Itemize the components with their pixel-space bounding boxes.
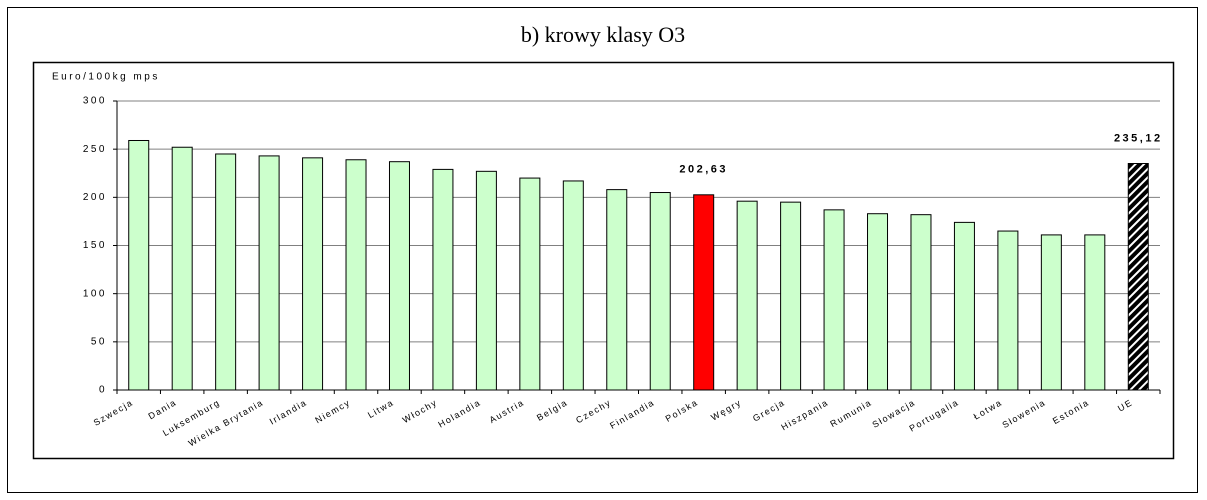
bar: [910, 214, 932, 391]
y-tick-label: 0: [99, 385, 107, 396]
y-tick-label: 200: [83, 192, 107, 203]
bar: [432, 168, 454, 391]
bar: [519, 177, 541, 391]
bar: [736, 200, 758, 391]
x-tick-label: Szwecja: [92, 397, 135, 428]
x-tick-label: Hiszpania: [779, 397, 830, 432]
x-tick-label: Wielka Brytania: [187, 397, 266, 448]
bar: [388, 161, 410, 391]
bar: [867, 213, 889, 391]
x-tick-label: Litwa: [366, 397, 396, 420]
bar: [562, 180, 584, 391]
bar: [302, 157, 324, 391]
bar: [215, 153, 237, 391]
chart-frame: [32, 61, 1175, 460]
x-tick-label: Portugalia: [908, 397, 961, 433]
x-tick-label: Czechy: [574, 397, 613, 425]
bar: [780, 201, 802, 391]
x-tick-label: Słowenia: [1001, 397, 1048, 430]
bar: [953, 221, 975, 391]
x-tick-label: Austria: [488, 397, 526, 425]
bar: [649, 192, 671, 391]
y-tick-label: 250: [83, 144, 107, 155]
x-tick-label: UE: [1116, 397, 1134, 413]
value-label: 235,12: [1114, 132, 1163, 144]
x-tick-label: Polska: [664, 397, 700, 424]
bar: [1127, 163, 1149, 391]
x-tick-label: Węgry: [709, 397, 743, 422]
y-tick-label: 300: [83, 96, 107, 107]
x-tick-label: Irlandia: [268, 397, 309, 426]
bar: [693, 194, 715, 391]
y-tick-label: 50: [91, 336, 107, 347]
bar: [606, 189, 628, 391]
bar: [823, 209, 845, 391]
x-tick-label: Holandia: [436, 397, 482, 429]
x-tick-label: Dania: [147, 397, 179, 421]
y-axis-label: Euro/100kg mps: [52, 72, 160, 83]
x-tick-label: Włochy: [401, 397, 439, 425]
x-tick-label: Finlandia: [608, 397, 656, 431]
x-tick-label: Belgia: [535, 397, 569, 423]
outer-frame: [7, 7, 1198, 493]
chart-title: b) krowy klasy O3: [521, 22, 685, 47]
bar: [345, 159, 367, 391]
y-tick-label: 100: [83, 288, 107, 299]
bar: [1084, 234, 1106, 391]
bar: [258, 155, 280, 391]
bar: [997, 230, 1019, 391]
x-tick-label: Rumunia: [828, 397, 873, 429]
bar: [128, 139, 150, 391]
y-tick-label: 150: [83, 240, 107, 251]
bar: [1040, 234, 1062, 391]
x-tick-label: Łotwa: [972, 397, 1004, 421]
x-tick-label: Niemcy: [313, 397, 352, 425]
bar: [475, 170, 497, 391]
value-label: 202,63: [679, 164, 728, 176]
bar: [171, 146, 193, 391]
x-tick-label: Estonia: [1051, 397, 1091, 426]
x-tick-label: Grecja: [751, 397, 787, 423]
